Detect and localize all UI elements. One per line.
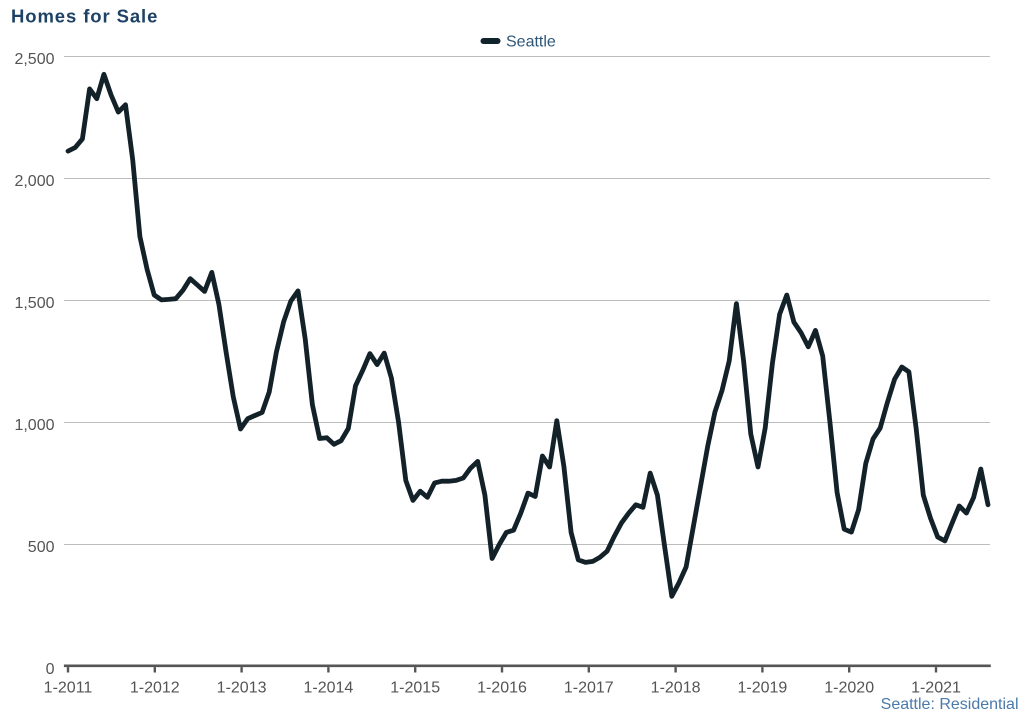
svg-text:2,000: 2,000 [14,173,54,190]
svg-text:Seattle: Residential: Seattle: Residential [881,696,1019,713]
svg-text:1-2021: 1-2021 [911,680,961,697]
svg-text:1-2014: 1-2014 [303,680,353,697]
svg-text:1-2020: 1-2020 [824,680,874,697]
svg-text:1-2017: 1-2017 [564,680,614,697]
svg-text:Homes for Sale: Homes for Sale [11,5,158,26]
svg-text:1-2012: 1-2012 [130,680,180,697]
svg-text:1-2016: 1-2016 [477,680,527,697]
svg-text:1-2011: 1-2011 [44,680,93,697]
svg-text:1,500: 1,500 [14,295,54,312]
svg-text:1-2018: 1-2018 [651,680,701,697]
svg-text:1-2019: 1-2019 [737,680,787,697]
svg-text:500: 500 [28,539,55,556]
svg-text:0: 0 [46,661,55,678]
svg-text:Seattle: Seattle [506,34,556,51]
svg-text:1,000: 1,000 [14,417,54,434]
svg-text:2,500: 2,500 [14,51,54,68]
svg-text:1-2013: 1-2013 [217,680,267,697]
svg-text:1-2015: 1-2015 [390,680,440,697]
